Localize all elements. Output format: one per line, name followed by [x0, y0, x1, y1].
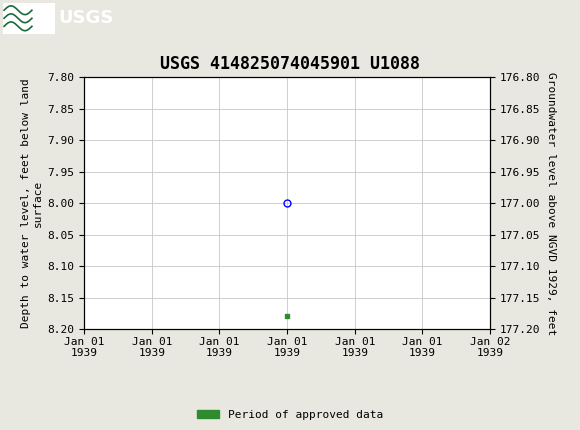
Legend: Period of approved data: Period of approved data	[197, 410, 383, 420]
Y-axis label: Groundwater level above NGVD 1929, feet: Groundwater level above NGVD 1929, feet	[546, 71, 556, 335]
Text: USGS 414825074045901 U1088: USGS 414825074045901 U1088	[160, 55, 420, 73]
FancyBboxPatch shape	[3, 3, 55, 34]
Y-axis label: Depth to water level, feet below land
surface: Depth to water level, feet below land su…	[21, 78, 44, 328]
Text: USGS: USGS	[58, 9, 113, 27]
